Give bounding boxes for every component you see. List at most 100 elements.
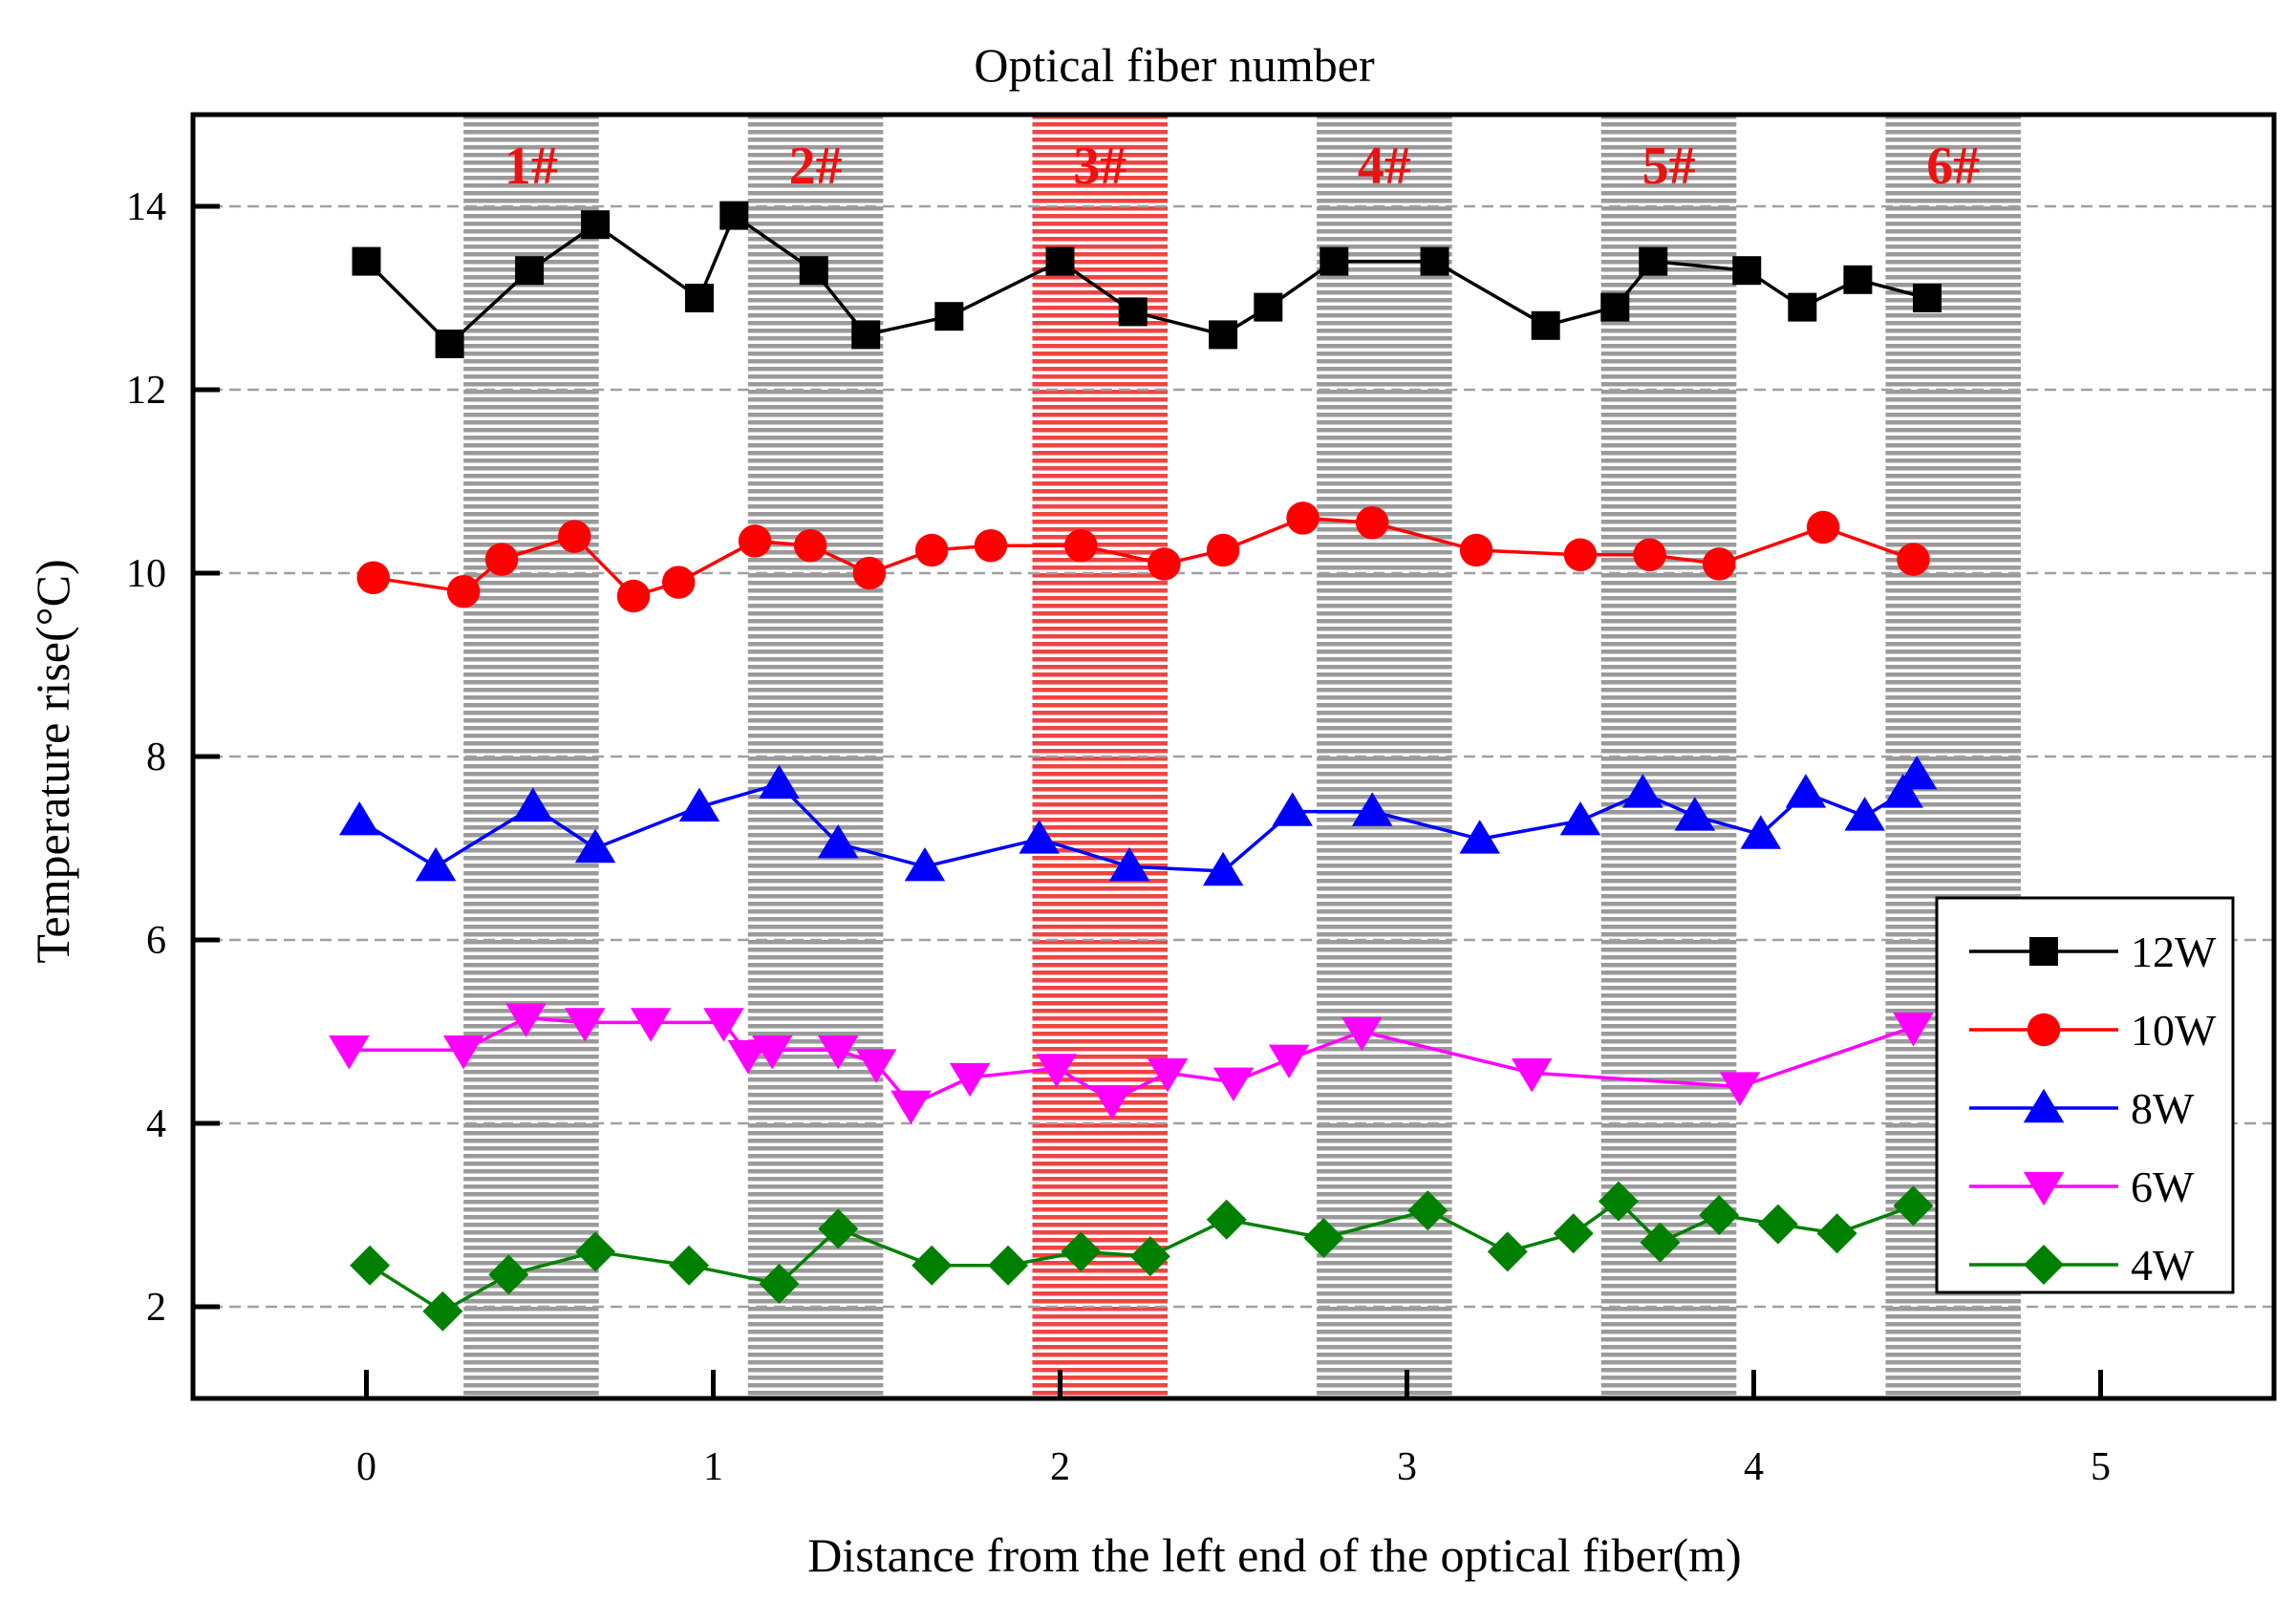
legend-item-8W: 8W bbox=[1969, 1084, 2195, 1133]
data-point-12W bbox=[1913, 284, 1942, 312]
data-point-12W bbox=[1843, 265, 1873, 294]
data-point-12W bbox=[1600, 292, 1630, 322]
data-point-12W bbox=[799, 256, 828, 286]
data-point-8W bbox=[1351, 792, 1393, 826]
data-point-6W bbox=[1147, 1058, 1189, 1093]
data-point-4W bbox=[1129, 1236, 1170, 1277]
data-point-12W bbox=[352, 246, 381, 276]
data-point-6W bbox=[329, 1035, 370, 1070]
legend-item-10W: 10W bbox=[1969, 1006, 2217, 1055]
legend-box bbox=[1935, 896, 2235, 1294]
zone-label-1: 1# bbox=[504, 137, 558, 196]
data-point-12W bbox=[435, 330, 464, 358]
series-10W bbox=[356, 501, 1930, 613]
legend-item-4W: 4W bbox=[1969, 1241, 2195, 1290]
data-point-8W bbox=[574, 828, 616, 864]
data-point-4W bbox=[988, 1245, 1029, 1286]
legend-marker bbox=[2023, 1171, 2065, 1206]
zone-label-4: 4# bbox=[1358, 137, 1411, 196]
data-point-4W bbox=[1816, 1213, 1857, 1254]
data-point-8W bbox=[678, 787, 720, 821]
data-point-4W bbox=[1757, 1204, 1798, 1245]
data-point-4W bbox=[1206, 1199, 1247, 1240]
data-point-8W bbox=[1622, 774, 1663, 808]
legend-item-12W: 12W bbox=[1969, 928, 2217, 976]
series-line-12W bbox=[365, 213, 1928, 346]
data-point-6W bbox=[1511, 1058, 1553, 1093]
data-point-4W bbox=[669, 1245, 710, 1286]
legend-label: 12W bbox=[2131, 928, 2217, 976]
y-tick-label: 12 bbox=[126, 369, 166, 413]
data-point-10W bbox=[558, 520, 591, 553]
zone-label-6: 6# bbox=[1926, 137, 1980, 196]
data-point-10W bbox=[1148, 547, 1181, 581]
data-point-4W bbox=[1699, 1195, 1740, 1235]
legend-label: 4W bbox=[2131, 1241, 2195, 1290]
legend-marker bbox=[2024, 1245, 2064, 1285]
y-tick-label: 6 bbox=[146, 919, 166, 963]
data-point-8W bbox=[1674, 797, 1716, 831]
chart-title: Optical fiber number bbox=[974, 38, 1375, 92]
legend: 12W 10W 8W 6W 4W bbox=[1935, 896, 2235, 1294]
data-point-6W bbox=[442, 1035, 484, 1070]
y-tick-label: 4 bbox=[146, 1102, 166, 1146]
data-point-10W bbox=[661, 565, 696, 599]
data-point-10W bbox=[1633, 538, 1666, 572]
data-point-8W bbox=[1459, 820, 1500, 854]
data-point-8W bbox=[759, 764, 800, 799]
data-point-6W bbox=[1091, 1085, 1133, 1120]
data-point-10W bbox=[974, 528, 1008, 563]
zone-label-5: 5# bbox=[1642, 137, 1696, 196]
series-6W bbox=[329, 1003, 1934, 1125]
data-point-8W bbox=[1202, 851, 1244, 886]
data-point-4W bbox=[1407, 1190, 1448, 1231]
data-point-12W bbox=[1254, 292, 1283, 322]
data-point-12W bbox=[934, 302, 964, 331]
data-point-4W bbox=[1553, 1213, 1594, 1254]
data-point-4W bbox=[759, 1264, 800, 1304]
data-point-6W bbox=[751, 1035, 793, 1070]
x-tick-label: 2 bbox=[1050, 1445, 1070, 1489]
series-8W bbox=[338, 755, 1938, 886]
x-tick-label: 5 bbox=[2091, 1445, 2111, 1489]
legend-label: 8W bbox=[2131, 1084, 2195, 1133]
data-point-4W bbox=[1303, 1218, 1344, 1258]
data-point-6W bbox=[1893, 1013, 1934, 1047]
data-point-6W bbox=[505, 1003, 547, 1037]
data-point-6W bbox=[949, 1062, 991, 1098]
legend-label: 10W bbox=[2131, 1006, 2217, 1055]
data-point-10W bbox=[484, 543, 519, 576]
data-point-4W bbox=[1598, 1181, 1639, 1222]
series-layer bbox=[329, 201, 1942, 1332]
data-point-8W bbox=[338, 800, 380, 836]
data-point-8W bbox=[817, 823, 859, 859]
y-tick-label: 8 bbox=[146, 736, 166, 779]
data-point-8W bbox=[1019, 820, 1060, 854]
data-point-12W bbox=[1118, 297, 1148, 327]
data-point-10W bbox=[1286, 501, 1320, 535]
data-point-8W bbox=[1108, 846, 1150, 882]
legend-item-6W: 6W bbox=[1969, 1163, 2195, 1211]
series-4W bbox=[350, 1181, 1934, 1332]
data-point-6W bbox=[855, 1049, 897, 1083]
data-point-4W bbox=[422, 1291, 463, 1332]
data-point-8W bbox=[904, 846, 946, 882]
data-point-6W bbox=[630, 1008, 672, 1042]
data-point-10W bbox=[914, 533, 949, 567]
legend-marker bbox=[2023, 1088, 2065, 1123]
data-point-10W bbox=[793, 528, 827, 563]
data-point-6W bbox=[564, 1008, 606, 1042]
data-point-4W bbox=[1487, 1231, 1528, 1272]
x-tick-label: 4 bbox=[1744, 1445, 1764, 1489]
series-line-4W bbox=[369, 1199, 1915, 1313]
legend-marker bbox=[2029, 937, 2058, 966]
x-axis-title: Distance from the left end of the optica… bbox=[807, 1528, 1741, 1582]
series-12W bbox=[352, 201, 1942, 358]
data-point-12W bbox=[1788, 292, 1817, 322]
data-point-6W bbox=[1341, 1016, 1383, 1052]
data-point-4W bbox=[575, 1231, 616, 1272]
zone-label-2: 2# bbox=[789, 137, 843, 196]
data-point-8W bbox=[1896, 755, 1938, 790]
